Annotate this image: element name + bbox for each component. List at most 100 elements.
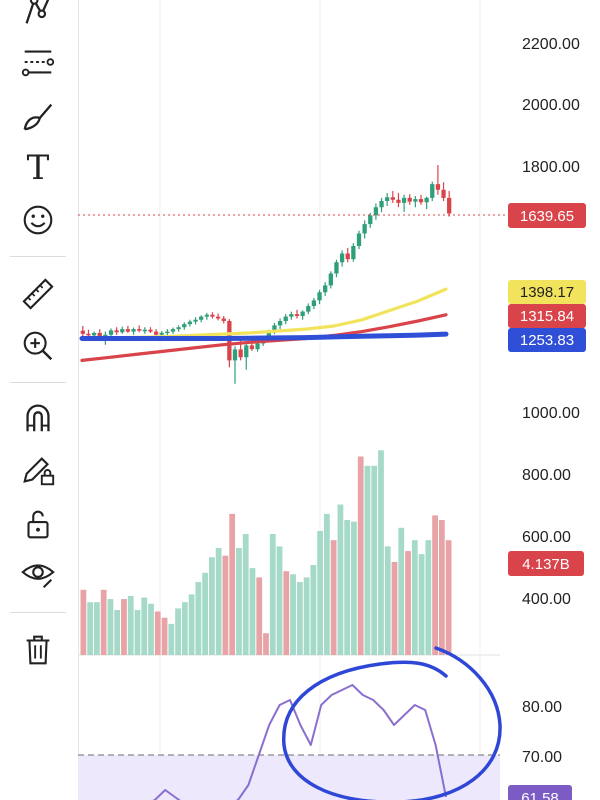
volume-bar [283, 571, 290, 655]
volume-bar [181, 602, 188, 655]
fib-tool[interactable] [14, 42, 62, 82]
volume-bar [330, 540, 337, 655]
volume-bar [121, 599, 127, 655]
volume-last-label: 4.137B [522, 556, 570, 573]
candle [204, 312, 209, 320]
measure-tool[interactable] [14, 274, 62, 314]
lock-tool[interactable] [14, 504, 62, 544]
candle [323, 282, 328, 296]
indicator-tick: 80.00 [522, 699, 562, 716]
candle [108, 328, 114, 336]
ma-label-red: 1315.84 [520, 308, 574, 325]
magnet-tool[interactable] [14, 398, 62, 438]
volume-bar [209, 557, 215, 655]
ma-label-yellow: 1398.17 [520, 284, 574, 301]
candle [193, 317, 198, 325]
candle [182, 322, 187, 330]
volume-bar [378, 450, 384, 655]
volume-bar [344, 520, 351, 655]
volume-bar [94, 602, 100, 655]
candle [317, 289, 322, 305]
price-tick: 1800.00 [522, 159, 580, 176]
volume-bar [222, 555, 229, 655]
volume-bar [215, 547, 222, 655]
fib-retracement-icon [21, 50, 55, 77]
price-tick: 1000.00 [522, 405, 580, 422]
indicator-pane [78, 684, 500, 800]
ma-label-blue: 1253.83 [520, 332, 574, 349]
candle [165, 329, 170, 336]
candle [351, 243, 356, 262]
price-tick: 2000.00 [522, 97, 580, 114]
zoom-in-icon [23, 331, 53, 361]
volume-bar [418, 554, 425, 655]
candle [215, 313, 221, 321]
text-tool[interactable]: T [14, 148, 62, 188]
candle [137, 325, 142, 333]
volume-tick: 800.00 [522, 467, 571, 484]
brush-tool[interactable] [14, 96, 62, 136]
indicator-tick: 70.00 [522, 749, 562, 766]
candle [131, 327, 136, 335]
candle [142, 327, 147, 334]
candle [221, 316, 226, 324]
candle [283, 314, 288, 325]
visibility-tool[interactable] [14, 554, 62, 594]
volume-bar [195, 582, 202, 655]
volume-bar [168, 623, 175, 655]
candle [407, 194, 412, 205]
volume-bar [161, 617, 168, 655]
candle [244, 342, 249, 370]
last-price-label: 1639.65 [520, 208, 574, 225]
candle [311, 297, 317, 310]
volume-bar [411, 540, 418, 655]
emoji-tool[interactable] [14, 200, 62, 240]
volume-bar [141, 597, 148, 655]
indicator-line [152, 684, 447, 800]
volume-bar [114, 609, 121, 655]
volume-bar [371, 465, 378, 655]
volume-bar [317, 530, 323, 655]
zoom-tool[interactable] [14, 326, 62, 366]
candle [306, 303, 311, 315]
candle [362, 220, 367, 239]
pattern-icon [25, 0, 50, 24]
unlock-icon [27, 510, 49, 539]
volume-bar [384, 546, 391, 655]
volume-bar [249, 568, 256, 655]
candle [289, 311, 294, 320]
drawing-toolbar: T [0, 0, 79, 800]
candle [120, 326, 125, 334]
candle [277, 318, 283, 330]
candle [300, 310, 305, 320]
pencil-lock-icon [23, 457, 55, 486]
candle [170, 327, 176, 334]
volume-bar [269, 534, 276, 655]
moving-average-line [80, 287, 448, 341]
annotation-circle [282, 646, 502, 800]
volume-bar [229, 513, 236, 655]
candle [401, 194, 407, 212]
moving-average-line [80, 313, 448, 362]
volume-bar [438, 520, 445, 655]
volume-bar [337, 504, 344, 655]
lock-drawing-tool[interactable] [14, 450, 62, 490]
delete-tool[interactable] [14, 630, 62, 670]
volume-bar [445, 540, 452, 655]
volume-bar [134, 609, 141, 655]
volume-bar [154, 611, 161, 655]
candle [210, 312, 215, 319]
candle [176, 325, 181, 332]
pattern-tool[interactable] [14, 0, 62, 30]
volume-bar [432, 515, 438, 655]
toolbar-divider [10, 256, 66, 257]
candle [334, 259, 339, 278]
candle [187, 319, 193, 327]
volume-bar [391, 561, 398, 655]
ma-badge-yellow [508, 280, 586, 304]
candle [373, 203, 379, 220]
volume-pane [80, 450, 452, 655]
volume-bar [236, 547, 242, 655]
candle [294, 309, 300, 319]
